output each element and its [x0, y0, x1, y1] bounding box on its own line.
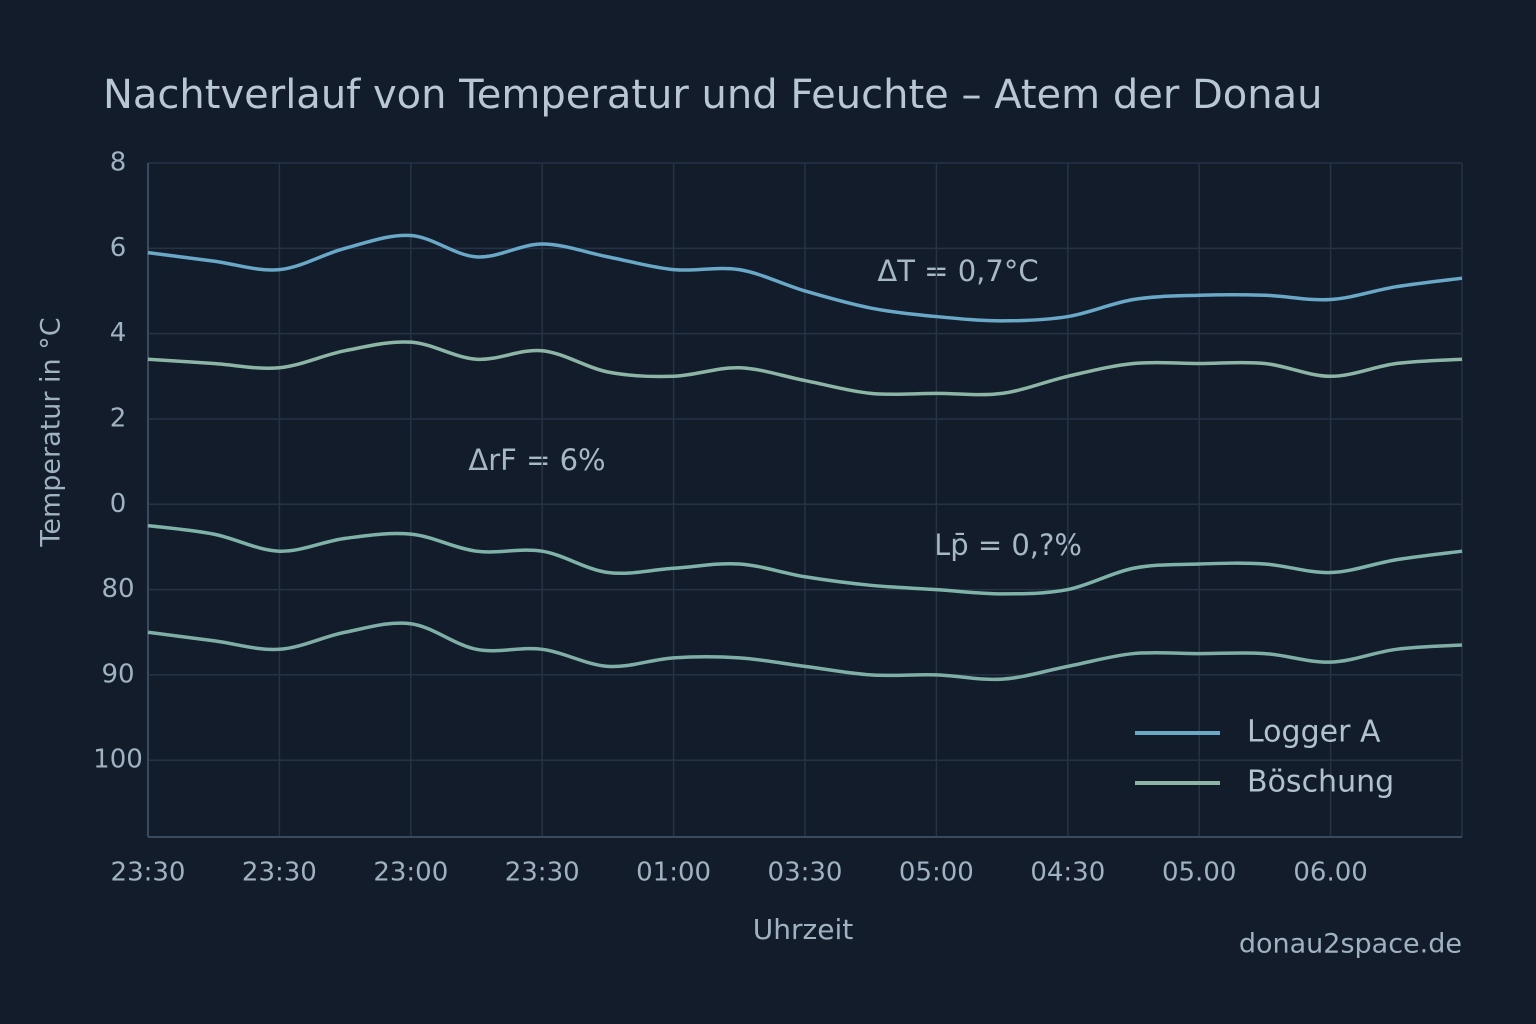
x-tick-label: 23:00	[373, 858, 448, 888]
x-tick-label: 23:30	[505, 858, 580, 888]
line-series	[147, 621, 1463, 682]
legend-label: Böschung	[1247, 765, 1394, 800]
x-tick-label: 06.00	[1293, 858, 1367, 888]
x-tick-label: 05:00	[899, 858, 974, 888]
annotation: Lp̄ = 0,?%	[934, 528, 1082, 562]
y-tick-label: 2	[110, 403, 127, 433]
source: donau2space.de	[1239, 929, 1462, 960]
y-tick-label: 6	[110, 233, 127, 263]
chart-title: Nachtverlauf von Temperatur und Feuchte …	[103, 72, 1322, 118]
x-tick-label: 23:30	[111, 858, 186, 888]
line-series	[147, 233, 1463, 323]
y-tick-label: 8	[110, 148, 127, 178]
x-tick-label: 03:30	[768, 858, 843, 888]
x-tick-label: 01:00	[636, 858, 711, 888]
x-tick-label: 05.00	[1162, 858, 1236, 888]
annotation: ΔrF = 6%	[468, 443, 605, 477]
y-axis-label: Temperatur in °C	[36, 317, 67, 547]
annotation: ΔT = 0,7°C	[877, 254, 1038, 288]
line-series	[147, 523, 1463, 596]
line-series	[147, 340, 1463, 397]
y-tick-label: 80	[101, 574, 134, 604]
y-tick-label: 100	[93, 745, 143, 775]
y-tick-label: 4	[110, 318, 127, 348]
x-axis-label: Uhrzeit	[753, 913, 853, 946]
y-tick-label: 90	[101, 659, 134, 689]
y-tick-label: 0	[110, 489, 127, 519]
x-tick-label: 23:30	[242, 858, 317, 888]
legend-label: Logger A	[1247, 715, 1381, 750]
x-tick-label: 04:30	[1030, 858, 1105, 888]
